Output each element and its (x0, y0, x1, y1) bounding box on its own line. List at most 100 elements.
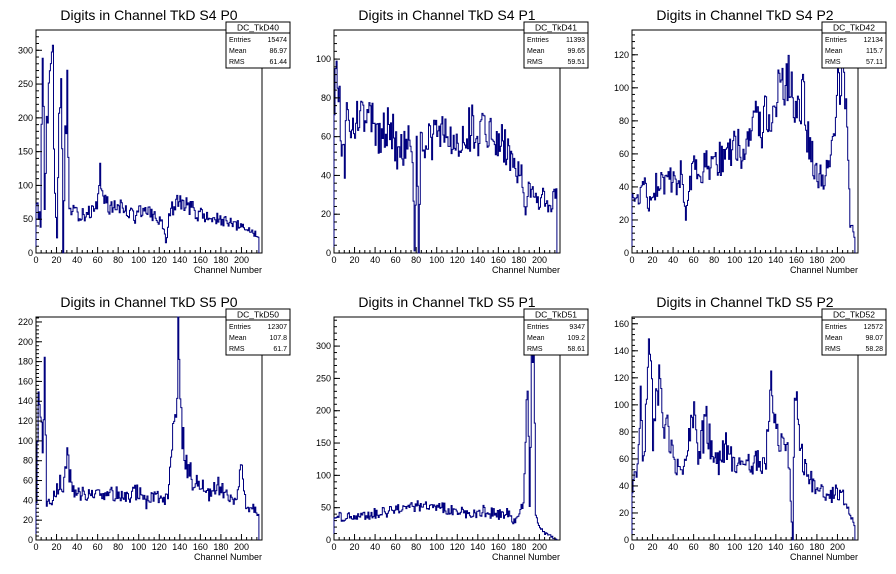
y-tick-label: 0 (624, 248, 629, 258)
y-tick-label: 80 (321, 93, 331, 103)
y-tick-label: 200 (18, 113, 33, 123)
stats-value-mean: 86.97 (269, 48, 287, 55)
x-tick-label: 40 (370, 542, 380, 552)
x-tick-label: 100 (727, 542, 742, 552)
stats-title: DC_TkD52 (833, 310, 875, 320)
x-tick-label: 0 (33, 255, 38, 265)
y-tick-label: 160 (18, 376, 33, 386)
x-tick-label: 20 (350, 542, 360, 552)
stats-value-entries: 11393 (566, 37, 585, 44)
x-tick-label: 40 (72, 255, 82, 265)
y-tick-label: 60 (619, 454, 629, 464)
stats-value-rms: 57.11 (866, 59, 883, 66)
stats-label-mean: Mean (825, 335, 843, 342)
stats-value-mean: 98.07 (865, 335, 883, 342)
y-tick-label: 120 (614, 373, 629, 383)
y-tick-label: 60 (619, 149, 629, 159)
y-tick-label: 140 (18, 396, 33, 406)
x-tick-label: 0 (331, 542, 336, 552)
y-tick-label: 120 (614, 50, 629, 60)
x-tick-label: 40 (72, 542, 82, 552)
stats-label-mean: Mean (527, 48, 545, 55)
x-tick-label: 180 (213, 255, 228, 265)
x-tick-label: 80 (411, 542, 421, 552)
y-tick-label: 40 (23, 495, 33, 505)
y-tick-label: 60 (321, 132, 331, 142)
x-tick-label: 140 (172, 542, 187, 552)
x-tick-label: 60 (391, 255, 401, 265)
y-tick-label: 20 (321, 209, 331, 219)
stats-label-rms: RMS (825, 346, 841, 353)
x-tick-label: 120 (748, 542, 763, 552)
stats-title: DC_TkD40 (237, 23, 279, 33)
x-tick-label: 100 (727, 255, 742, 265)
stats-value-entries: 9347 (569, 324, 585, 331)
x-tick-label: 20 (350, 255, 360, 265)
x-tick-label: 160 (491, 255, 506, 265)
stats-label-rms: RMS (825, 59, 841, 66)
x-axis-label: Channel Number (492, 265, 560, 275)
y-tick-label: 300 (18, 45, 33, 55)
x-tick-label: 180 (809, 255, 824, 265)
x-axis-label: Channel Number (194, 265, 262, 275)
y-tick-label: 40 (619, 481, 629, 491)
x-tick-label: 40 (668, 255, 678, 265)
histogram-line (631, 338, 856, 541)
x-tick-label: 160 (789, 542, 804, 552)
x-tick-label: 160 (193, 542, 208, 552)
stats-label-rms: RMS (229, 59, 245, 66)
y-tick-label: 150 (18, 147, 33, 157)
y-tick-label: 200 (18, 337, 33, 347)
x-tick-label: 20 (648, 255, 658, 265)
y-tick-label: 40 (321, 170, 331, 180)
histogram-svg: Digits in Channel TkD S4 P2 0 20 40 60 80 100… (614, 7, 887, 275)
histogram-line (631, 43, 856, 253)
histogram-svg: Digits in Channel TkD S5 P2 0 20 40 60 80 100… (614, 294, 887, 562)
x-axis-label: Channel Number (790, 265, 858, 275)
stats-value-mean: 99.65 (567, 48, 585, 55)
stats-label-entries: Entries (229, 37, 251, 44)
y-tick-label: 120 (18, 416, 33, 426)
x-tick-label: 0 (331, 255, 336, 265)
y-tick-label: 50 (321, 503, 331, 513)
x-tick-label: 40 (370, 255, 380, 265)
panel-tkd-s4-p2: Digits in Channel TkD S4 P2 0 20 40 60 80 100… (596, 0, 894, 287)
stats-label-entries: Entries (527, 324, 549, 331)
y-tick-label: 0 (326, 248, 331, 258)
stats-label-mean: Mean (229, 335, 247, 342)
y-tick-label: 150 (316, 438, 331, 448)
x-tick-label: 0 (629, 542, 634, 552)
x-tick-label: 200 (234, 255, 249, 265)
x-tick-label: 60 (93, 542, 103, 552)
x-tick-label: 0 (33, 542, 38, 552)
x-tick-label: 160 (491, 542, 506, 552)
panel-tkd-s4-p0: Digits in Channel TkD S4 P0 0 20 40 60 80 100… (0, 0, 298, 287)
y-tick-label: 80 (619, 116, 629, 126)
stats-value-entries: 12307 (268, 324, 288, 331)
stats-box: DC_TkD42 Entries 12134 Mean 115.7 RMS 57.11 (821, 21, 887, 69)
x-tick-label: 200 (830, 255, 845, 265)
x-tick-label: 20 (52, 542, 62, 552)
stats-label-mean: Mean (825, 48, 843, 55)
panel-tkd-s5-p2: Digits in Channel TkD S5 P2 0 20 40 60 80 100… (596, 287, 894, 574)
stats-label-entries: Entries (825, 324, 847, 331)
y-tick-label: 60 (23, 476, 33, 486)
x-tick-label: 120 (152, 542, 167, 552)
y-tick-label: 20 (23, 515, 33, 525)
panel-tkd-s5-p1: Digits in Channel TkD S5 P1 0 20 40 60 80 100… (298, 287, 596, 574)
x-tick-label: 140 (768, 255, 783, 265)
stats-label-rms: RMS (527, 59, 543, 66)
x-tick-label: 0 (629, 255, 634, 265)
x-tick-label: 100 (429, 542, 444, 552)
stats-label-rms: RMS (527, 346, 543, 353)
x-tick-label: 200 (532, 255, 547, 265)
histogram-line (333, 60, 558, 254)
x-tick-label: 60 (689, 255, 699, 265)
panel-title: Digits in Channel TkD S5 P1 (358, 294, 535, 310)
stats-label-entries: Entries (229, 324, 251, 331)
stats-box: DC_TkD41 Entries 11393 Mean 99.65 RMS 59.51 (523, 21, 589, 69)
panel-title: Digits in Channel TkD S5 P2 (656, 294, 833, 310)
stats-label-rms: RMS (229, 346, 245, 353)
stats-label-entries: Entries (527, 37, 549, 44)
x-tick-label: 100 (131, 542, 146, 552)
